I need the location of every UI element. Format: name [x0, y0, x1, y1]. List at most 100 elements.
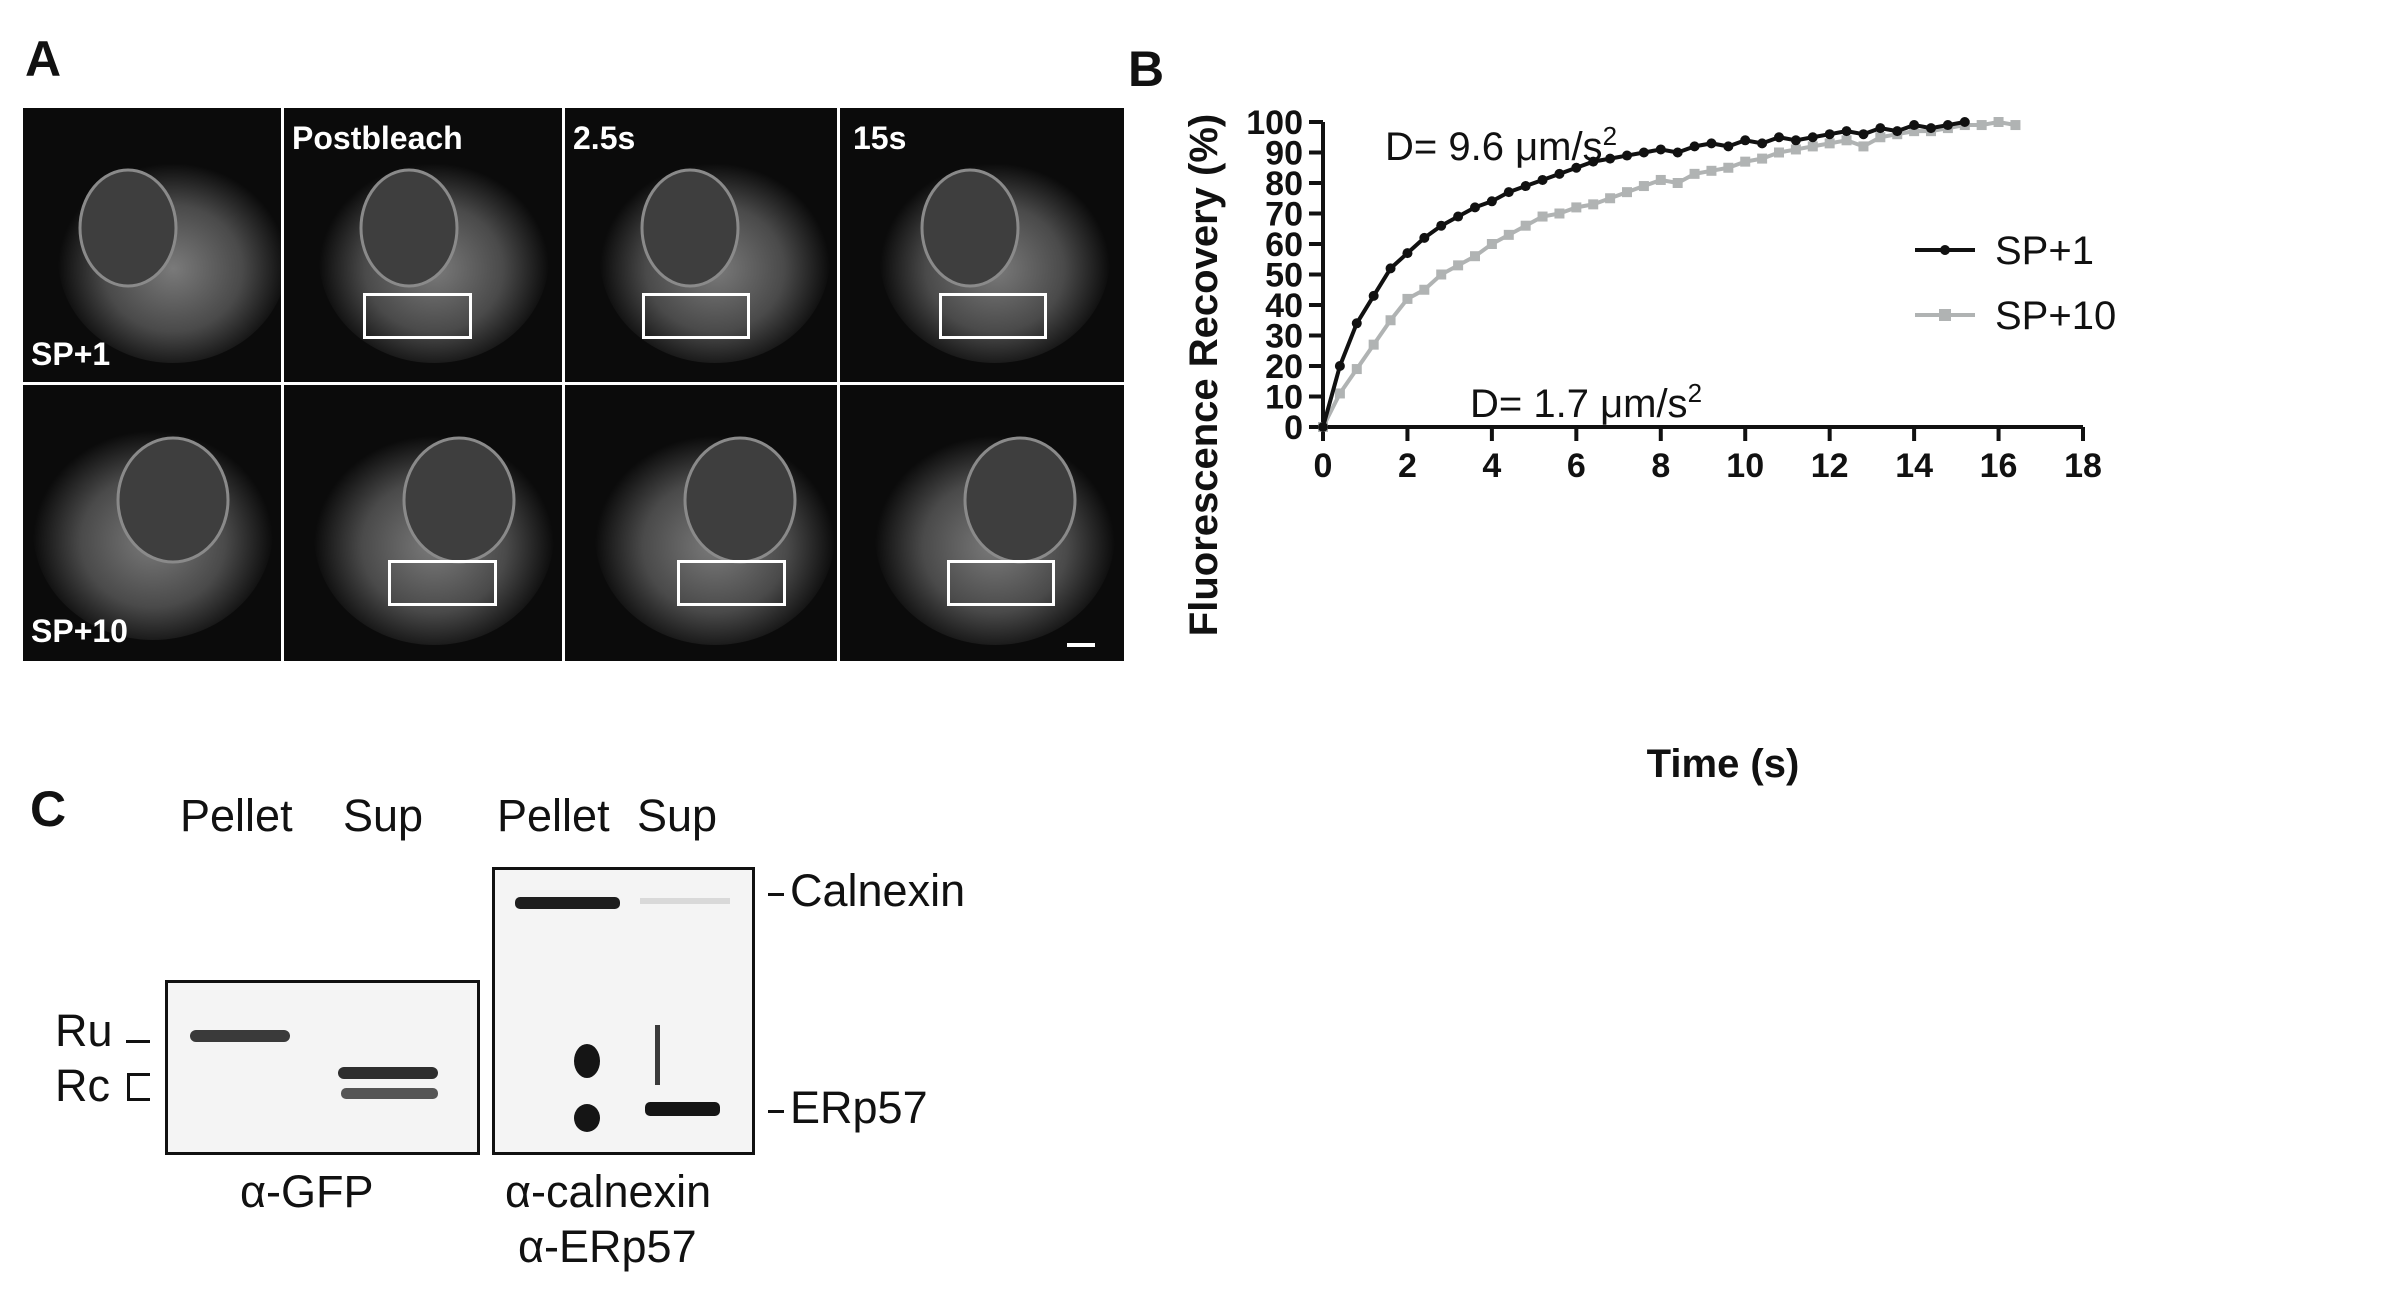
data-point [1453, 260, 1464, 271]
marker-rc-bracket [127, 1073, 150, 1101]
row-label-sp1: SP+1 [31, 336, 111, 372]
data-point [1858, 129, 1869, 140]
y-tick-label: 0 [1284, 409, 1303, 447]
data-point [1605, 153, 1616, 164]
data-point [1318, 422, 1328, 432]
data-point [1774, 132, 1784, 143]
chart-legend: SP+1 SP+10 [1915, 229, 2116, 338]
gfp-blot [165, 980, 480, 1155]
data-point [1453, 211, 1464, 222]
y-tick-label: 80 [1265, 165, 1303, 203]
data-point [1470, 202, 1480, 213]
micrograph-sp10-prebleach: SP+10 [23, 385, 281, 661]
data-point [1706, 165, 1717, 176]
data-point [1993, 117, 2004, 127]
bleach-roi [388, 560, 497, 606]
x-tick-label: 2 [1398, 447, 1417, 485]
y-axis-label: Fluorescence Recovery (%) [1182, 114, 1226, 636]
y-tick-label: 20 [1265, 348, 1303, 386]
data-point [1638, 147, 1649, 158]
micrograph-sp1-postbleach: Postbleach [284, 108, 562, 382]
data-point [1942, 120, 1953, 131]
data-point [1368, 339, 1379, 350]
data-point [1537, 174, 1548, 185]
micrograph-sp10-postbleach [284, 385, 562, 661]
data-point [1740, 135, 1751, 146]
data-point [1892, 126, 1903, 137]
micrograph-grid: SP+1 Postbleach 2.5s SP+10 [23, 108, 940, 661]
data-point [1554, 208, 1565, 219]
data-point [1486, 239, 1497, 249]
data-point [1824, 129, 1835, 140]
y-tick-label: 90 [1265, 135, 1303, 173]
x-tick-label: 18 [2064, 447, 2102, 485]
x-axis-label: Time (s) [1647, 742, 1800, 786]
col-label-postbleach: Postbleach [292, 120, 463, 156]
data-point [1622, 150, 1632, 161]
data-point [1334, 361, 1345, 371]
gfp-lane-label-pellet: Pellet [180, 790, 293, 841]
data-point [1605, 193, 1616, 204]
gfp-antibody-label: α-GFP [240, 1166, 374, 1217]
data-point [1436, 269, 1447, 280]
data-point [1402, 293, 1413, 304]
data-point [1520, 220, 1531, 231]
data-point [1774, 147, 1784, 158]
data-point [1486, 196, 1497, 207]
col-label-15s: 15s [853, 120, 907, 156]
y-tick-label: 30 [1265, 318, 1303, 356]
micrograph-sp10-15s-full [845, 385, 1124, 661]
data-point [1436, 220, 1447, 231]
data-point [1571, 202, 1582, 213]
data-point [1334, 388, 1345, 399]
bleach-roi [642, 293, 750, 339]
band-label-calnexin: Calnexin [790, 865, 966, 916]
data-point [1554, 168, 1565, 179]
micrograph-sp1-prebleach: SP+1 [23, 108, 281, 382]
data-point [1537, 211, 1548, 222]
chart-series [1318, 117, 2021, 432]
data-point [1385, 263, 1396, 274]
data-point [1959, 117, 1970, 127]
y-tick-label: 60 [1265, 226, 1303, 264]
data-point [1672, 147, 1683, 158]
panel-label-a: A [25, 31, 62, 87]
x-tick-label: 8 [1651, 447, 1670, 485]
data-point [1757, 138, 1768, 149]
data-point [1351, 318, 1362, 329]
data-point [1368, 290, 1379, 301]
data-point [1858, 141, 1869, 152]
x-tick-label: 4 [1482, 447, 1501, 485]
bleach-roi [947, 560, 1055, 606]
band-label-erp57: ERp57 [790, 1082, 928, 1133]
micrograph-sp1-15s-full: 15s [845, 108, 1124, 382]
calnexin-tick [768, 893, 784, 896]
y-tick-label: 70 [1265, 196, 1303, 234]
x-tick-label: 12 [1811, 447, 1849, 485]
data-point [1419, 232, 1430, 243]
annotation-sp10-diffusion: D= 1.7 μm/s2 [1470, 378, 1702, 426]
data-point [1503, 229, 1514, 240]
data-point [1672, 178, 1683, 188]
row-label-sp10: SP+10 [31, 613, 128, 649]
x-tick-label: 14 [1895, 447, 1933, 485]
x-tick-label: 6 [1567, 447, 1586, 485]
data-point [1402, 248, 1413, 259]
data-point [1875, 132, 1886, 143]
y-tick-label: 100 [1246, 104, 1303, 142]
data-point [1909, 120, 1920, 131]
erp57-tick [768, 1110, 784, 1113]
gfp-lane-label-sup: Sup [343, 790, 424, 841]
data-point [1419, 284, 1430, 295]
data-point [1790, 135, 1801, 146]
panel-label-c: C [30, 781, 67, 837]
data-point [1706, 138, 1717, 149]
data-point [1520, 181, 1531, 192]
y-tick-label: 10 [1265, 379, 1303, 417]
er-lane-label-sup: Sup [637, 790, 718, 841]
data-point [1470, 251, 1480, 262]
panel-label-b: B [1128, 41, 1165, 97]
data-point [1351, 364, 1362, 375]
